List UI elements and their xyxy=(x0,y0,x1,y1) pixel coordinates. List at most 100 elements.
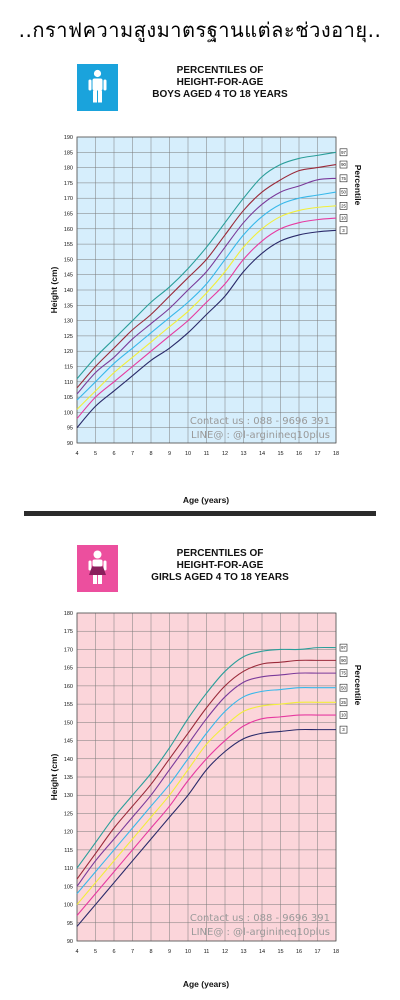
percentile-marker-label-97: 97 xyxy=(341,150,346,155)
percentile-marker-label-90: 90 xyxy=(341,162,346,167)
y-axis-label: Height (cm) xyxy=(49,753,59,800)
y-tick-label: 175 xyxy=(64,181,73,187)
percentile-marker-25 xyxy=(339,202,348,210)
y-tick-labels: 90 95 100 105 110 115 120 125 130 135 140 145 150 155… xyxy=(64,611,73,945)
percentile-marker-label-3: 3 xyxy=(342,228,345,233)
percentile-marker-3 xyxy=(339,725,348,734)
y-tick-label: 135 xyxy=(64,303,73,309)
y-tick-labels: 90 95 100 105 110 115 120 125 130 135 140 145 150 155… xyxy=(64,135,73,447)
x-tick-label: 5 xyxy=(94,949,97,955)
y-tick-label: 170 xyxy=(64,647,73,653)
percentile-line-90 xyxy=(76,163,337,389)
percentile-line-50 xyxy=(76,191,337,401)
x-tick-label: 5 xyxy=(94,451,97,457)
x-tick-label: 16 xyxy=(296,949,302,955)
y-tick-label: 125 xyxy=(64,811,73,817)
x-tick-label: 14 xyxy=(259,949,265,955)
x-tick-label: 10 xyxy=(185,949,191,955)
x-axis-label: Age (years) xyxy=(183,979,229,989)
x-tick-labels: 4 5 6 7 8 9 10 11 12 13 14 15 16 17 18 xyxy=(75,949,339,955)
percentile-marker-10 xyxy=(339,214,348,222)
percentile-marker-label-25: 25 xyxy=(341,203,346,208)
percentile-lines xyxy=(76,646,337,927)
y-tick-label: 130 xyxy=(64,793,73,799)
y-tick-label: 155 xyxy=(64,242,73,248)
percentile-line-97 xyxy=(76,151,337,380)
x-tick-label: 10 xyxy=(185,451,191,457)
chart-title-line-3: GIRLS AGED 4 TO 18 YEARS xyxy=(151,572,289,583)
girl-figure-glyph xyxy=(88,550,107,584)
chart-title-line-2: HEIGHT-FOR-AGE xyxy=(177,77,264,88)
x-tick-label: 7 xyxy=(131,949,134,955)
x-tick-label: 13 xyxy=(240,949,246,955)
percentile-marker-10 xyxy=(339,711,348,719)
y-tick-label: 105 xyxy=(64,395,73,401)
y-tick-label: 160 xyxy=(64,684,73,690)
x-tick-label: 11 xyxy=(204,451,210,457)
percentile-marker-50 xyxy=(339,188,348,196)
grid xyxy=(76,136,337,444)
percentile-marker-label-3: 3 xyxy=(342,727,345,732)
contact-line-watermark: LINE@ : @l-arginineq10plus xyxy=(191,927,330,938)
y-tick-label: 160 xyxy=(64,227,73,233)
percentile-marker-25 xyxy=(339,698,348,707)
x-tick-label: 7 xyxy=(131,451,134,457)
percentile-lines xyxy=(76,151,337,429)
percentile-marker-label-75: 75 xyxy=(341,671,346,676)
percentile-marker-75 xyxy=(339,174,348,183)
x-tick-label: 18 xyxy=(333,451,339,457)
contact-phone-watermark: Contact us : 088 - 9696 391 xyxy=(190,913,330,924)
percentile-line-25 xyxy=(76,205,337,410)
percentile-marker-label-90: 90 xyxy=(341,658,346,663)
y-tick-label: 125 xyxy=(64,334,73,340)
percentile-axis-label: Percentile xyxy=(353,165,363,206)
x-tick-label: 13 xyxy=(240,451,246,457)
percentile-line-90 xyxy=(76,659,336,880)
y-tick-label: 165 xyxy=(64,666,73,672)
x-tick-label: 6 xyxy=(112,949,115,955)
y-tick-label: 90 xyxy=(67,441,73,447)
percentile-line-50 xyxy=(76,687,336,894)
percentile-marker-97 xyxy=(339,148,348,157)
percentile-marker-label-50: 50 xyxy=(341,685,346,690)
chart-title-line-1: PERCENTILES OF xyxy=(177,65,264,76)
y-tick-label: 140 xyxy=(64,288,73,294)
y-tick-label: 165 xyxy=(64,212,73,218)
percentile-line-25 xyxy=(76,701,337,905)
y-tick-label: 100 xyxy=(64,410,73,416)
chart-title-line-1: PERCENTILES OF xyxy=(177,548,264,559)
chart-title-line-3: BOYS AGED 4 TO 18 YEARS xyxy=(152,89,288,100)
grid xyxy=(76,612,337,942)
y-tick-label: 110 xyxy=(64,866,73,872)
y-tick-label: 145 xyxy=(64,273,73,279)
percentile-marker-97 xyxy=(339,643,348,652)
percentile-line-75 xyxy=(76,177,337,395)
y-tick-label: 180 xyxy=(64,611,73,617)
y-tick-label: 150 xyxy=(64,257,73,263)
x-tick-label: 15 xyxy=(277,451,283,457)
x-tick-label: 9 xyxy=(168,949,171,955)
contact-phone-watermark: Contact us : 088 - 9696 391 xyxy=(190,416,330,427)
x-tick-label: 17 xyxy=(314,451,320,457)
percentile-marker-label-10: 10 xyxy=(341,713,346,718)
percentile-marker-label-75: 75 xyxy=(341,176,346,181)
boys-height-chart: PERCENTILES OF HEIGHT-FOR-AGE BOYS AGED … xyxy=(49,64,363,505)
x-tick-label: 15 xyxy=(277,949,283,955)
percentile-marker-75 xyxy=(339,669,348,677)
y-tick-label: 105 xyxy=(64,884,73,890)
girls-height-chart: PERCENTILES OF HEIGHT-FOR-AGE GIRLS AGED… xyxy=(49,545,363,989)
y-tick-label: 145 xyxy=(64,739,73,745)
percentile-line-97 xyxy=(76,646,337,869)
percentile-marker-90 xyxy=(339,656,348,665)
y-tick-label: 120 xyxy=(64,830,73,836)
x-tick-label: 11 xyxy=(204,949,210,955)
x-axis-label: Age (years) xyxy=(183,495,229,505)
percentile-marker-3 xyxy=(339,226,348,235)
section-divider xyxy=(24,511,376,516)
y-tick-label: 95 xyxy=(67,426,73,432)
percentile-line-75 xyxy=(76,672,336,887)
percentile-markers: 97 90 75 50 25 10 3 xyxy=(339,643,348,734)
x-tick-label: 12 xyxy=(222,949,228,955)
percentile-line-3 xyxy=(76,229,337,429)
percentile-marker-label-10: 10 xyxy=(341,216,346,221)
